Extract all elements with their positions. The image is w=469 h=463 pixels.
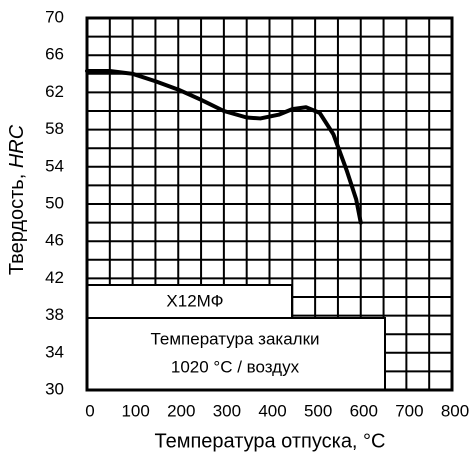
y-axis-label: Твердость, HRC [6, 124, 28, 275]
x-tick-label: 700 [395, 401, 423, 420]
plot-frame [85, 16, 454, 392]
x-tick-label: 800 [441, 401, 469, 420]
y-tick-label: 34 [45, 342, 64, 361]
data-line [85, 69, 363, 225]
y-tick-label: 70 [45, 7, 64, 26]
y-tick-label: 50 [45, 193, 64, 212]
y-tick-label: 42 [45, 268, 64, 287]
y-tick-label: 58 [45, 119, 64, 138]
y-tick-label: 38 [45, 305, 64, 324]
y-axis-label-text: Твердость, [6, 168, 28, 275]
y-tick-label: 46 [45, 231, 64, 250]
quench-box [86, 317, 386, 391]
x-tick-label: 500 [304, 401, 332, 420]
y-axis-unit: HRC [6, 124, 28, 168]
steel-label: Х12МФ [166, 291, 223, 310]
y-tick-label: 30 [45, 379, 64, 398]
y-tick-label: 62 [45, 82, 64, 101]
x-tick-label: 300 [213, 401, 241, 420]
quench-label: Температура закалки [150, 329, 319, 348]
quench-label: 1020 °С / воздух [171, 357, 300, 376]
x-tick-label: 0 [85, 401, 94, 420]
x-tick-label: 400 [258, 401, 286, 420]
x-axis-label: Температура отпуска, °С [154, 430, 385, 452]
x-tick-label: 200 [167, 401, 195, 420]
x-tick-label: 600 [350, 401, 378, 420]
x-tick-label: 100 [121, 401, 149, 420]
y-tick-label: 54 [45, 156, 64, 175]
y-tick-label: 66 [45, 45, 64, 64]
